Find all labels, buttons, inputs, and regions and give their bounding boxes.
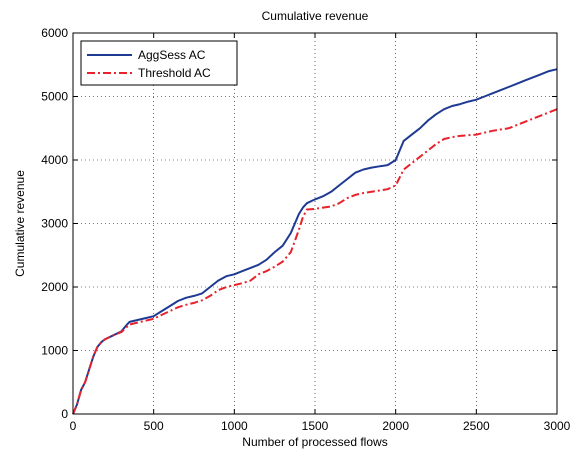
- y-tick-label: 1000: [41, 344, 68, 358]
- x-tick-label: 2500: [463, 419, 490, 433]
- y-tick-label: 5000: [41, 90, 68, 104]
- x-tick-label: 2000: [382, 419, 409, 433]
- legend-label-threshold: Threshold AC: [138, 66, 211, 80]
- y-tick-label: 2000: [41, 280, 68, 294]
- x-axis-label: Number of processed flows: [242, 435, 387, 449]
- y-axis-label: Cumulative revenue: [13, 170, 27, 277]
- x-tick-label: 500: [144, 419, 164, 433]
- y-tick-label: 0: [61, 407, 68, 421]
- x-tick-label: 1000: [221, 419, 248, 433]
- series-layer: [72, 68, 558, 415]
- axis-ticks: 0 500 1000 1500 2000 2500 3000 0 1000 2000 3000 400…: [41, 26, 570, 433]
- legend: AggSess AC Threshold AC: [80, 40, 238, 86]
- grid-lines: [73, 33, 557, 414]
- x-tick-label: 3000: [544, 419, 571, 433]
- x-tick-label: 1500: [302, 419, 329, 433]
- chart-title: Cumulative revenue: [262, 9, 369, 23]
- y-tick-label: 3000: [41, 217, 68, 231]
- y-tick-label: 4000: [41, 153, 68, 167]
- legend-box: [80, 40, 238, 86]
- legend-label-aggsess: AggSess AC: [138, 48, 206, 62]
- x-tick-label: 0: [70, 419, 77, 433]
- series-line-aggsess: [72, 68, 558, 415]
- y-tick-label: 6000: [41, 26, 68, 40]
